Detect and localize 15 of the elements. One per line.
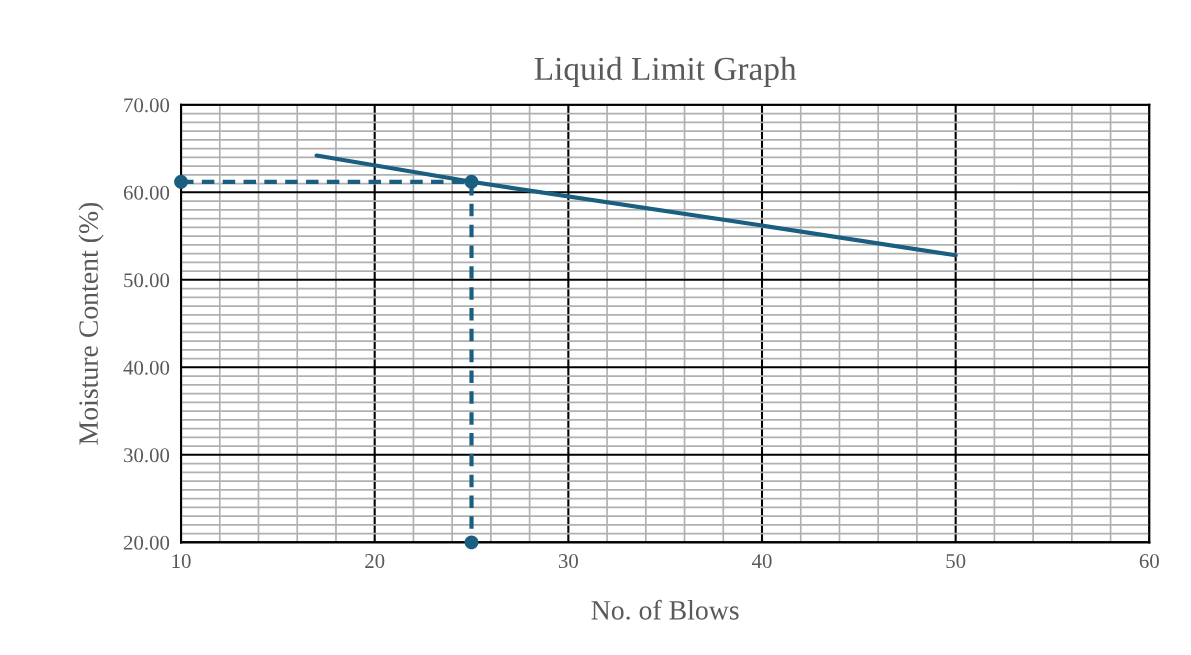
chart-title: Liquid Limit Graph — [534, 56, 797, 87]
y-tick-label: 40.00 — [123, 360, 170, 375]
x-tick-label: 50 — [946, 554, 966, 569]
y-tick-label: 60.00 — [123, 185, 170, 200]
y-tick-label: 70.00 — [124, 98, 170, 113]
y-tick-label: 50.00 — [124, 273, 170, 288]
y-tick-label: 30.00 — [124, 448, 170, 463]
x-tick-label: 40 — [751, 554, 772, 569]
x-tick-label: 20 — [365, 554, 385, 569]
x-tick-label: 30 — [558, 554, 578, 569]
x-tick-label: 10 — [172, 554, 191, 569]
x-tick-label: 60 — [1139, 554, 1159, 569]
y-tick-label: 20.00 — [123, 535, 170, 550]
y-axis-title: Moisture Content (%) — [78, 202, 104, 445]
x-axis-title: No. of Blows — [591, 599, 739, 620]
